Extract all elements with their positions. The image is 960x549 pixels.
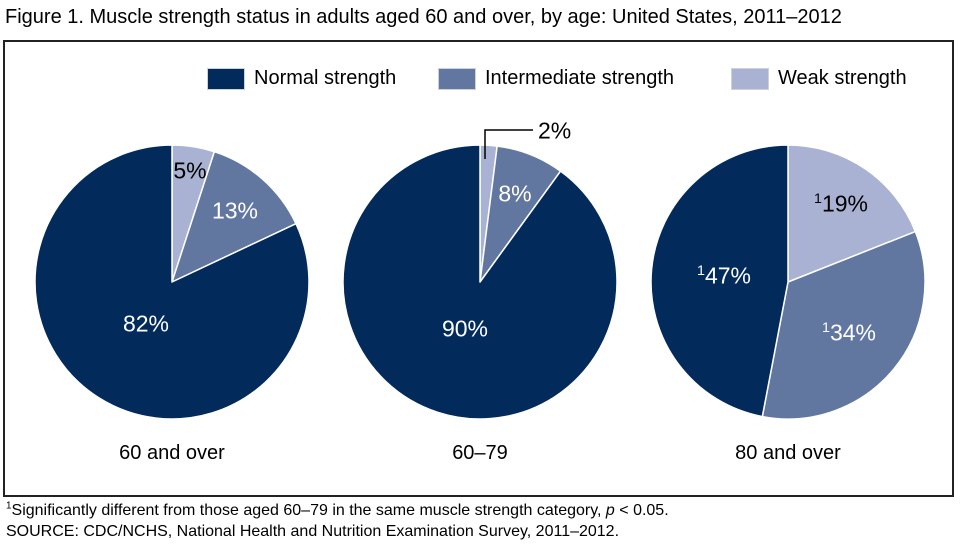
pie-slice-60-79-normal-strength	[342, 144, 618, 420]
pie-60-79	[342, 129, 618, 420]
footnote-significance: 1Significantly different from those aged…	[6, 500, 669, 519]
slice-label-60-and-over-normal-strength: 82%	[122, 310, 170, 337]
legend-item-normal-strength: Normal strength	[207, 67, 396, 90]
legend-swatch-intermediate-strength	[438, 67, 476, 90]
legend-swatch-normal-strength	[207, 67, 245, 90]
pie-slice-80-and-over-weak-strength	[787, 144, 917, 283]
pie-slice-80-and-over-intermediate-strength	[761, 230, 926, 420]
callout-leader-line	[484, 129, 533, 159]
pie-title-80-and-over: 80 and over	[735, 442, 841, 464]
legend-label-normal-strength: Normal strength	[254, 67, 397, 89]
legend-item-weak-strength: Weak strength	[731, 67, 907, 90]
figure-title: Figure 1. Muscle strength status in adul…	[5, 6, 842, 28]
slice-label-60-79-intermediate-strength: 8%	[498, 180, 532, 207]
pie-60-and-over	[34, 144, 310, 420]
slice-label-80-and-over-intermediate-strength: 134%	[822, 319, 876, 346]
slice-label-60-and-over-weak-strength: 5%	[173, 157, 207, 184]
legend-swatch-weak-strength	[731, 67, 769, 90]
slice-label-60-79-weak-strength: 2%	[538, 117, 572, 144]
legend-label-weak-strength: Weak strength	[778, 67, 907, 89]
pie-title-60-79: 60–79	[452, 442, 508, 464]
slice-label-80-and-over-weak-strength: 119%	[814, 190, 868, 217]
pie-title-60-and-over: 60 and over	[119, 442, 225, 464]
footnotes: 1Significantly different from those aged…	[6, 500, 669, 542]
slice-label-80-and-over-normal-strength: 147%	[697, 262, 751, 289]
pie-slice-60-and-over-normal-strength	[34, 144, 310, 420]
legend-label-intermediate-strength: Intermediate strength	[485, 67, 674, 89]
pie-slice-80-and-over-normal-strength	[650, 144, 789, 418]
pie-slice-60-and-over-intermediate-strength	[171, 150, 297, 283]
slice-label-60-79-normal-strength: 90%	[441, 315, 489, 342]
legend-item-intermediate-strength: Intermediate strength	[438, 67, 674, 90]
pie-80-and-over	[650, 144, 926, 420]
footnote-source: SOURCE: CDC/NCHS, National Health and Nu…	[6, 523, 620, 540]
slice-label-60-and-over-intermediate-strength: 13%	[211, 197, 259, 224]
